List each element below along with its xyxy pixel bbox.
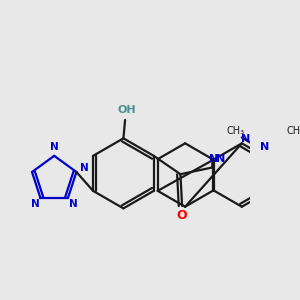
- Text: N: N: [50, 142, 58, 152]
- Text: N: N: [209, 154, 218, 164]
- Text: N: N: [260, 142, 270, 152]
- Text: CH₃: CH₃: [226, 126, 244, 136]
- Text: N: N: [242, 134, 250, 144]
- Text: N: N: [69, 199, 77, 209]
- Text: O: O: [177, 209, 188, 222]
- Text: N: N: [80, 163, 88, 173]
- Text: N: N: [216, 154, 226, 164]
- Text: CH₃: CH₃: [286, 126, 300, 136]
- Text: OH: OH: [117, 105, 136, 115]
- Text: N: N: [31, 199, 40, 209]
